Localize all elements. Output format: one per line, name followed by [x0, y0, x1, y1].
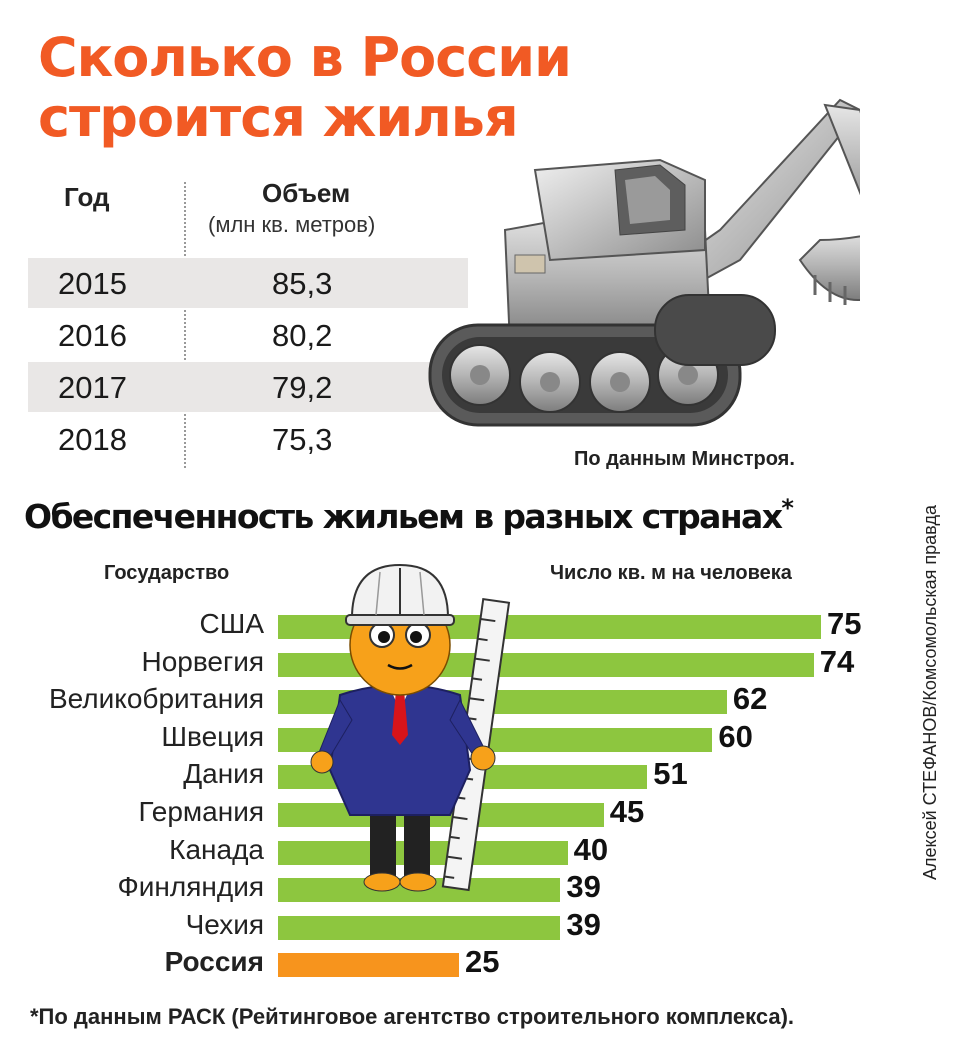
bar-value-label: 62	[732, 681, 768, 717]
bar-value-label: 74	[819, 643, 855, 679]
bar-value-label: 60	[718, 718, 753, 754]
table-source: По данным Минстроя.	[574, 448, 795, 470]
table-row-value: 79,2	[272, 370, 333, 405]
bar-value-label: 51	[653, 756, 688, 792]
bar-category-label: США	[199, 608, 264, 639]
table-row: 2017 79,2	[28, 362, 468, 412]
bar-value-label: 75	[827, 606, 862, 641]
table-row-value: 80,2	[272, 318, 333, 353]
construction-worker-illustration	[310, 563, 511, 892]
bar-category-label: Германия	[138, 796, 264, 827]
chart-title: Обеспеченность жильем в разных странах*	[24, 494, 794, 536]
main-title-line2: строится жилья	[38, 86, 519, 149]
bar-category-label: Чехия	[185, 908, 264, 940]
chart-title-text: Обеспеченность жильем в разных странах	[24, 497, 783, 536]
table-row-year: 2018	[58, 422, 127, 457]
table-divider	[184, 182, 186, 468]
bar-value-label: 45	[609, 794, 645, 829]
table-row-year: 2015	[58, 266, 127, 301]
table-header-year: Год	[64, 182, 110, 212]
table-header-volume: Объем	[262, 178, 351, 208]
bar	[278, 953, 459, 978]
bar-category-label: Канада	[169, 833, 264, 865]
table-row-year: 2017	[58, 370, 127, 405]
table-row-value: 75,3	[272, 422, 333, 457]
chart-title-footnote-mark: *	[781, 494, 794, 522]
value-column-label: Число кв. м на человека	[550, 562, 792, 584]
bar-category-label: Россия	[164, 946, 264, 978]
bar-category-label: Финляндия	[117, 871, 265, 903]
excavator-illustration	[428, 98, 860, 427]
bar-category-label: Дания	[183, 758, 264, 790]
table-row-year: 2016	[58, 318, 127, 353]
table-row: 2016 80,2	[28, 310, 468, 360]
main-title-line1: Сколько в России	[38, 26, 572, 89]
table-header-volume-unit: (млн кв. метров)	[208, 212, 376, 237]
main-title: Сколько в России строится жилья	[38, 26, 572, 149]
bar	[278, 915, 561, 940]
country-column-label: Государство	[104, 562, 230, 584]
table-row-value: 85,3	[272, 266, 333, 301]
bar-category-label: Великобритания	[48, 683, 264, 715]
bar-value-label: 25	[465, 944, 500, 980]
bar-value-label: 40	[573, 831, 609, 867]
bar-value-label: 39	[566, 869, 601, 905]
bar-category-label: Швеция	[161, 720, 264, 752]
table-row: 2018 75,3	[28, 414, 468, 464]
footnote: *По данным РАСК (Рейтинговое агентство с…	[30, 1004, 795, 1029]
bar-value-label: 39	[566, 906, 601, 942]
photo-credit: Алексей СТЕФАНОВ/Комсомольская правда	[920, 505, 940, 880]
bar-category-label: Норвегия	[141, 645, 264, 677]
table-row: 2015 85,3	[28, 258, 468, 308]
